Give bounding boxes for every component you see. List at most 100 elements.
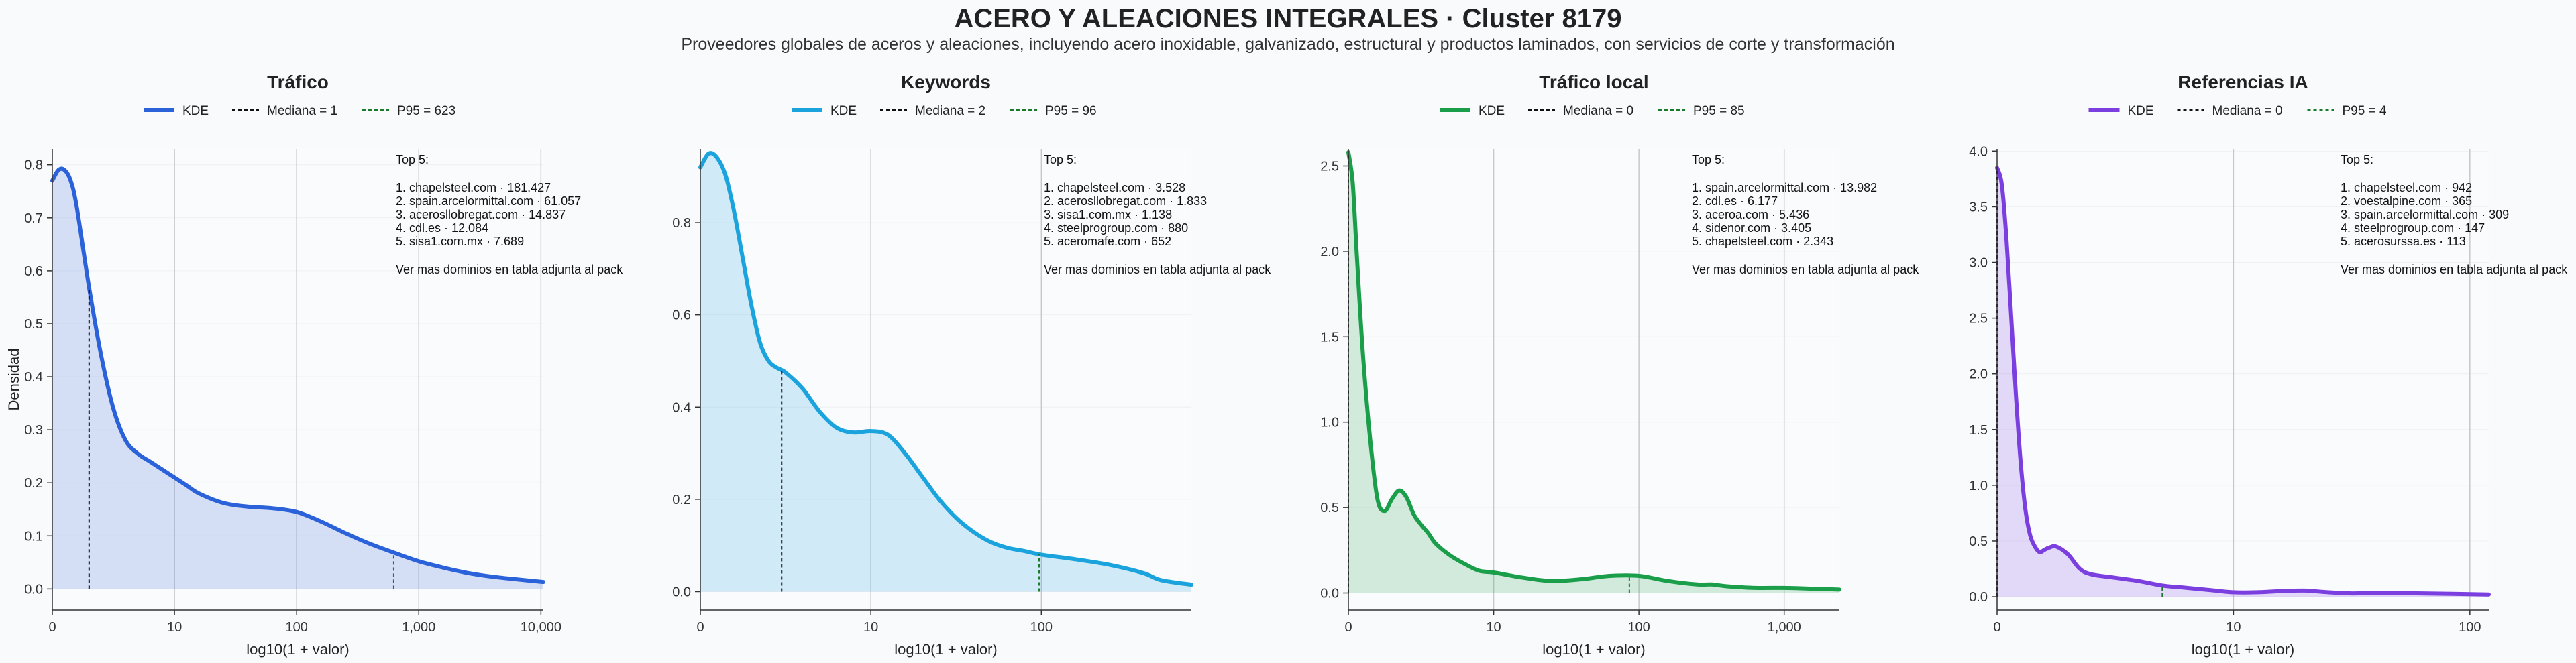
legend-p95-label: P95 = 85: [1693, 104, 1745, 118]
top5-item: 3. sisa1.com.mx · 1.138: [1044, 208, 1172, 221]
top5-footer: Ver mas dominios en tabla adjunta al pac…: [2341, 263, 2568, 276]
kde-area: [1997, 168, 2489, 597]
y-tick-label: 0.4: [24, 370, 43, 385]
y-tick-label: 0.0: [24, 582, 43, 597]
top5-heading: Top 5:: [1692, 153, 1725, 166]
top5-item: 4. sidenor.com · 3.405: [1692, 221, 1811, 235]
y-tick-label: 1.5: [1320, 330, 1339, 345]
y-tick-label: 0.6: [672, 308, 691, 323]
x-tick-label: 10: [1486, 620, 1501, 635]
top5-item: 4. steelprogroup.com · 880: [1044, 221, 1188, 235]
chart-panel-3: Tráfico local KDE Mediana = 0 P95 = 85 0.0 0.…: [1320, 72, 1919, 658]
y-tick-label: 4.0: [1969, 144, 1988, 159]
legend-median-label: Mediana = 2: [915, 104, 985, 118]
legend-median-label: Mediana = 0: [2212, 104, 2283, 118]
x-tick-label: 1,000: [1768, 620, 1801, 635]
x-axis-label: log10(1 + valor): [1542, 641, 1645, 658]
y-tick-label: 0.0: [1320, 587, 1339, 601]
top5-heading: Top 5:: [396, 153, 429, 166]
plot-area: [52, 149, 543, 610]
top5-item: 1. chapelsteel.com · 942: [2341, 181, 2472, 194]
kde-area: [52, 168, 543, 589]
y-tick-label: 2.5: [1320, 159, 1339, 174]
x-tick-label: 10: [863, 620, 878, 635]
legend-p95-label: P95 = 96: [1045, 104, 1097, 118]
y-tick-label: 0.5: [1320, 501, 1339, 516]
y-tick-label: 0.2: [24, 476, 43, 491]
top5-heading: Top 5:: [2341, 153, 2373, 166]
top5-footer: Ver mas dominios en tabla adjunta al pac…: [1044, 263, 1271, 276]
x-tick-label: 0: [696, 620, 704, 635]
y-tick-label: 0.0: [1969, 590, 1988, 605]
y-tick-label: 3.0: [1969, 256, 1988, 271]
chart-panel-1: Tráfico KDE Mediana = 1 P95 = 623 0.0 0.1 0.2 0…: [5, 72, 623, 658]
kde-line: [50, 166, 545, 585]
legend-median-label: Mediana = 1: [267, 104, 337, 118]
top5-item: 2. voestalpine.com · 365: [2341, 194, 2472, 208]
top5-item: 1. chapelsteel.com · 181.427: [396, 181, 551, 194]
x-tick-label: 10,000: [521, 620, 561, 635]
top5-item: 4. cdl.es · 12.084: [396, 221, 488, 235]
y-tick-label: 1.0: [1320, 416, 1339, 430]
y-tick-label: 2.5: [1969, 312, 1988, 326]
chart-panel-2: Keywords KDE Mediana = 2 P95 = 96 0.0 0.2 0.4 0…: [672, 72, 1271, 658]
kde-area: [700, 153, 1191, 592]
y-tick-label: 1.5: [1969, 423, 1988, 438]
y-tick-label: 0.5: [24, 317, 43, 332]
y-axis-label: Densidad: [5, 349, 22, 411]
legend-kde-label: KDE: [1479, 104, 1505, 118]
x-tick-label: 10: [2226, 620, 2241, 635]
legend-p95-label: P95 = 623: [397, 104, 455, 118]
x-tick-label: 100: [285, 620, 307, 635]
top5-item: 5. aceromafe.com · 652: [1044, 235, 1171, 248]
top5-item: 2. acerosllobregat.com · 1.833: [1044, 194, 1207, 208]
x-tick-label: 0: [1344, 620, 1352, 635]
x-tick-label: 100: [1030, 620, 1053, 635]
chart-panel-4: Referencias IA KDE Mediana = 0 P95 = 4 0.0 0.…: [1969, 72, 2568, 658]
kde-line: [1346, 150, 1841, 592]
y-tick-label: 0.8: [672, 216, 691, 231]
x-axis-label: log10(1 + valor): [894, 641, 997, 658]
top5-item: 5. chapelsteel.com · 2.343: [1692, 235, 1833, 248]
x-tick-label: 100: [2459, 620, 2481, 635]
legend-kde-label: KDE: [830, 104, 857, 118]
y-tick-label: 0.1: [24, 529, 43, 544]
chart-title: Tráfico: [267, 72, 329, 93]
top5-item: 4. steelprogroup.com · 147: [2341, 221, 2485, 235]
plot-area: [1997, 149, 2489, 610]
top5-item: 5. sisa1.com.mx · 7.689: [396, 235, 524, 248]
y-tick-label: 3.5: [1969, 200, 1988, 215]
x-tick-label: 0: [1993, 620, 2000, 635]
x-tick-label: 10: [167, 620, 182, 635]
kde-line: [1995, 166, 2491, 597]
top5-footer: Ver mas dominios en tabla adjunta al pac…: [1692, 263, 1919, 276]
top5-heading: Top 5:: [1044, 153, 1077, 166]
top5-item: 1. chapelsteel.com · 3.528: [1044, 181, 1185, 194]
y-tick-label: 0.0: [672, 585, 691, 599]
x-tick-label: 1,000: [402, 620, 435, 635]
chart-title: Referencias IA: [2178, 72, 2308, 93]
y-tick-label: 0.3: [24, 423, 43, 438]
chart-title: Tráfico local: [1539, 72, 1648, 93]
x-tick-label: 0: [48, 620, 56, 635]
y-tick-label: 0.8: [24, 158, 43, 173]
y-tick-label: 0.7: [24, 211, 43, 226]
legend-median-label: Mediana = 0: [1563, 104, 1633, 118]
y-tick-label: 0.6: [24, 264, 43, 279]
x-tick-label: 100: [1627, 620, 1650, 635]
top5-item: 2. cdl.es · 6.177: [1692, 194, 1778, 208]
legend-p95-label: P95 = 4: [2343, 104, 2387, 118]
top5-item: 5. acerosurssa.es · 113: [2341, 235, 2466, 248]
y-tick-label: 2.0: [1969, 367, 1988, 382]
y-tick-label: 0.5: [1969, 534, 1988, 549]
page-subtitle: Proveedores globales de aceros y aleacio…: [681, 35, 1895, 54]
top5-footer: Ver mas dominios en tabla adjunta al pac…: [396, 263, 623, 276]
x-axis-label: log10(1 + valor): [246, 641, 349, 658]
page-title: ACERO Y ALEACIONES INTEGRALES · Cluster …: [954, 4, 1622, 34]
top5-item: 3. acerosllobregat.com · 14.837: [396, 208, 566, 221]
top5-item: 1. spain.arcelormittal.com · 13.982: [1692, 181, 1877, 194]
y-tick-label: 0.2: [672, 493, 691, 507]
y-tick-label: 0.4: [672, 400, 691, 415]
top5-item: 2. spain.arcelormittal.com · 61.057: [396, 194, 581, 208]
